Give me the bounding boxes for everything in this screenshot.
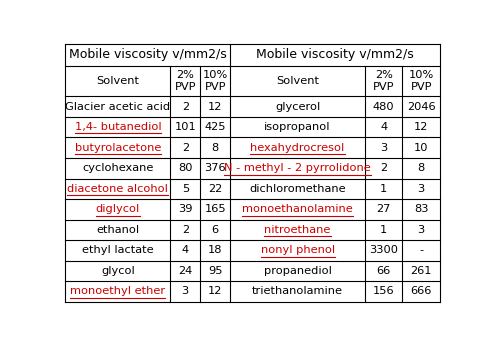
Text: Glacier acetic acid: Glacier acetic acid [65, 102, 171, 111]
Text: butyrolacetone: butyrolacetone [74, 143, 161, 153]
Text: 8: 8 [418, 163, 425, 173]
Text: 27: 27 [377, 204, 391, 214]
Text: diacetone alcohol: diacetone alcohol [68, 184, 168, 194]
Text: 5: 5 [181, 184, 189, 194]
Text: 95: 95 [208, 266, 222, 276]
Text: 18: 18 [208, 246, 222, 255]
Text: 2046: 2046 [407, 102, 435, 111]
Text: monoethanolamine: monoethanolamine [242, 204, 353, 214]
Text: cyclohexane: cyclohexane [82, 163, 153, 173]
Text: nonyl phenol: nonyl phenol [260, 246, 335, 255]
Text: triethanolamine: triethanolamine [252, 287, 343, 297]
Text: 4: 4 [182, 246, 189, 255]
Text: 22: 22 [208, 184, 222, 194]
Text: Mobile viscosity v/mm2/s: Mobile viscosity v/mm2/s [256, 48, 414, 61]
Text: diglycol: diglycol [96, 204, 140, 214]
Text: 6: 6 [211, 225, 219, 235]
Text: glycerol: glycerol [275, 102, 320, 111]
Text: monoethyl ether: monoethyl ether [70, 287, 166, 297]
Text: 3300: 3300 [369, 246, 398, 255]
Text: nitroethane: nitroethane [264, 225, 331, 235]
Text: 1,4- butanediol: 1,4- butanediol [74, 122, 161, 132]
Text: 2: 2 [380, 163, 387, 173]
Text: 165: 165 [205, 204, 226, 214]
Text: 3: 3 [181, 287, 189, 297]
Text: ethyl lactate: ethyl lactate [82, 246, 154, 255]
Text: glycol: glycol [101, 266, 135, 276]
Text: 666: 666 [411, 287, 432, 297]
Text: 12: 12 [208, 287, 222, 297]
Text: 2%
PVP: 2% PVP [175, 70, 196, 92]
Text: N - methyl - 2 pyrrolidone: N - methyl - 2 pyrrolidone [224, 163, 371, 173]
Text: 425: 425 [205, 122, 226, 132]
Text: 8: 8 [211, 143, 219, 153]
Text: hexahydrocresol: hexahydrocresol [250, 143, 345, 153]
Text: Solvent: Solvent [96, 76, 140, 86]
Text: 2: 2 [182, 143, 189, 153]
Text: 12: 12 [414, 122, 428, 132]
Text: 80: 80 [178, 163, 192, 173]
Text: 83: 83 [414, 204, 428, 214]
Text: 39: 39 [178, 204, 192, 214]
Text: 1: 1 [380, 184, 387, 194]
Text: 480: 480 [373, 102, 394, 111]
Text: 2: 2 [182, 102, 189, 111]
Text: Solvent: Solvent [276, 76, 319, 86]
Text: ethanol: ethanol [96, 225, 140, 235]
Text: 66: 66 [377, 266, 391, 276]
Text: 3: 3 [418, 225, 425, 235]
Text: 3: 3 [380, 143, 387, 153]
Text: 1: 1 [380, 225, 387, 235]
Text: 261: 261 [410, 266, 432, 276]
Text: propanediol: propanediol [264, 266, 331, 276]
Text: 101: 101 [175, 122, 196, 132]
Text: isopropanol: isopropanol [264, 122, 331, 132]
Text: 10%
PVP: 10% PVP [409, 70, 434, 92]
Text: -: - [419, 246, 423, 255]
Text: dichloromethane: dichloromethane [249, 184, 346, 194]
Text: 10: 10 [414, 143, 428, 153]
Text: 4: 4 [380, 122, 387, 132]
Text: 12: 12 [208, 102, 222, 111]
Text: 376: 376 [205, 163, 226, 173]
Text: 2%
PVP: 2% PVP [373, 70, 394, 92]
Text: Mobile viscosity v/mm2/s: Mobile viscosity v/mm2/s [69, 48, 227, 61]
Text: 3: 3 [418, 184, 425, 194]
Text: 2: 2 [182, 225, 189, 235]
Text: 24: 24 [178, 266, 192, 276]
Text: 156: 156 [373, 287, 394, 297]
Text: 10%
PVP: 10% PVP [203, 70, 228, 92]
